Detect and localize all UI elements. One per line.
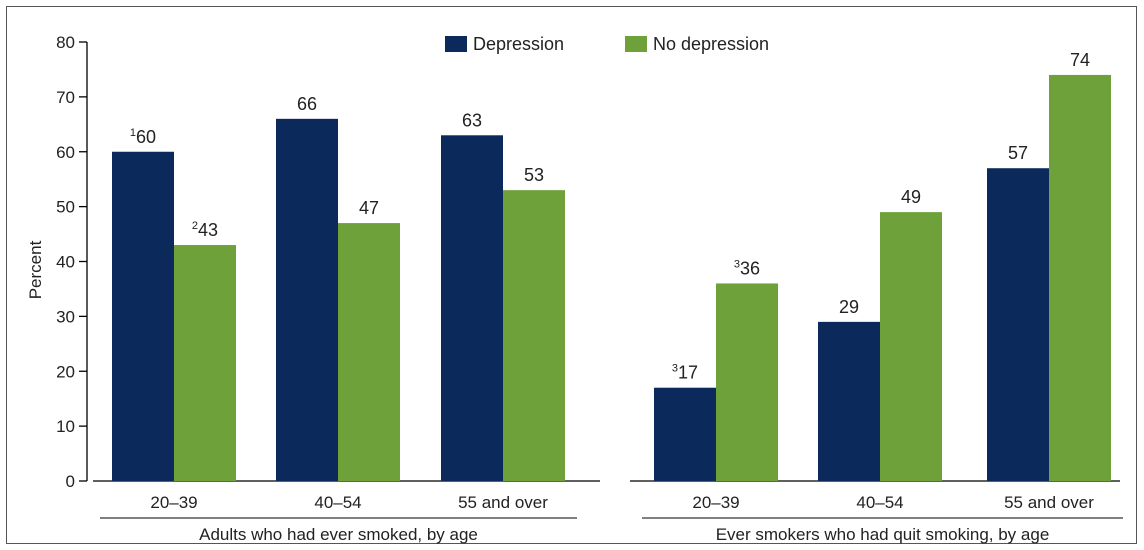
- bar-no-depression: [503, 190, 565, 481]
- category-label: 40–54: [856, 493, 903, 512]
- data-label-value: 36: [740, 258, 760, 278]
- y-tick-label: 20: [56, 362, 75, 381]
- data-label: 66: [297, 94, 317, 114]
- y-tick-label: 60: [56, 143, 75, 162]
- bar-no-depression: [174, 245, 236, 481]
- legend-swatch: [625, 36, 647, 52]
- footnote-marker: 3: [734, 258, 740, 270]
- legend: Depression No depression: [445, 34, 769, 54]
- data-label: 74: [1070, 50, 1090, 70]
- bar-no-depression: [716, 283, 778, 481]
- bar-depression: [818, 321, 880, 481]
- y-tick-label: 30: [56, 307, 75, 326]
- footnote-marker: 3: [672, 363, 678, 375]
- bar-depression: [276, 118, 338, 481]
- footnote-marker: 2: [192, 220, 198, 232]
- bars: [112, 74, 1111, 482]
- legend-label: No depression: [653, 34, 769, 54]
- data-label: 47: [359, 198, 379, 218]
- group-label: Adults who had ever smoked, by age: [199, 525, 478, 544]
- category-label: 20–39: [150, 493, 197, 512]
- category-label: 20–39: [692, 493, 739, 512]
- data-label: 243: [192, 220, 218, 240]
- legend-label: Depression: [473, 34, 564, 54]
- bar-no-depression: [338, 223, 400, 481]
- y-tick-label: 80: [56, 33, 75, 52]
- footnote-marker: 1: [130, 127, 136, 139]
- legend-swatch: [445, 36, 467, 52]
- data-label-value: 17: [678, 363, 698, 383]
- data-label: 63: [462, 110, 482, 130]
- data-label-value: 43: [198, 220, 218, 240]
- y-tick-label: 50: [56, 198, 75, 217]
- data-label-value: 60: [136, 127, 156, 147]
- y-tick-label: 40: [56, 253, 75, 272]
- bar-no-depression: [880, 212, 942, 482]
- data-label: 57: [1008, 143, 1028, 163]
- bar-no-depression: [1049, 74, 1111, 482]
- data-label: 336: [734, 258, 760, 278]
- data-label: 49: [901, 187, 921, 207]
- bar-depression: [441, 135, 503, 481]
- y-axis-label: Percent: [26, 240, 45, 299]
- bar-depression: [654, 387, 716, 481]
- bar-depression: [112, 151, 174, 481]
- data-label: 29: [839, 297, 859, 317]
- data-label: 53: [524, 165, 544, 185]
- category-label: 55 and over: [1004, 493, 1094, 512]
- data-label: 160: [130, 127, 156, 147]
- category-label: 55 and over: [458, 493, 548, 512]
- group-label: Ever smokers who had quit smoking, by ag…: [716, 525, 1050, 544]
- y-tick-label: 0: [66, 472, 75, 491]
- data-label: 317: [672, 363, 698, 383]
- category-label: 40–54: [314, 493, 361, 512]
- bar-depression: [987, 168, 1049, 481]
- y-tick-label: 10: [56, 417, 75, 436]
- y-tick-label: 70: [56, 88, 75, 107]
